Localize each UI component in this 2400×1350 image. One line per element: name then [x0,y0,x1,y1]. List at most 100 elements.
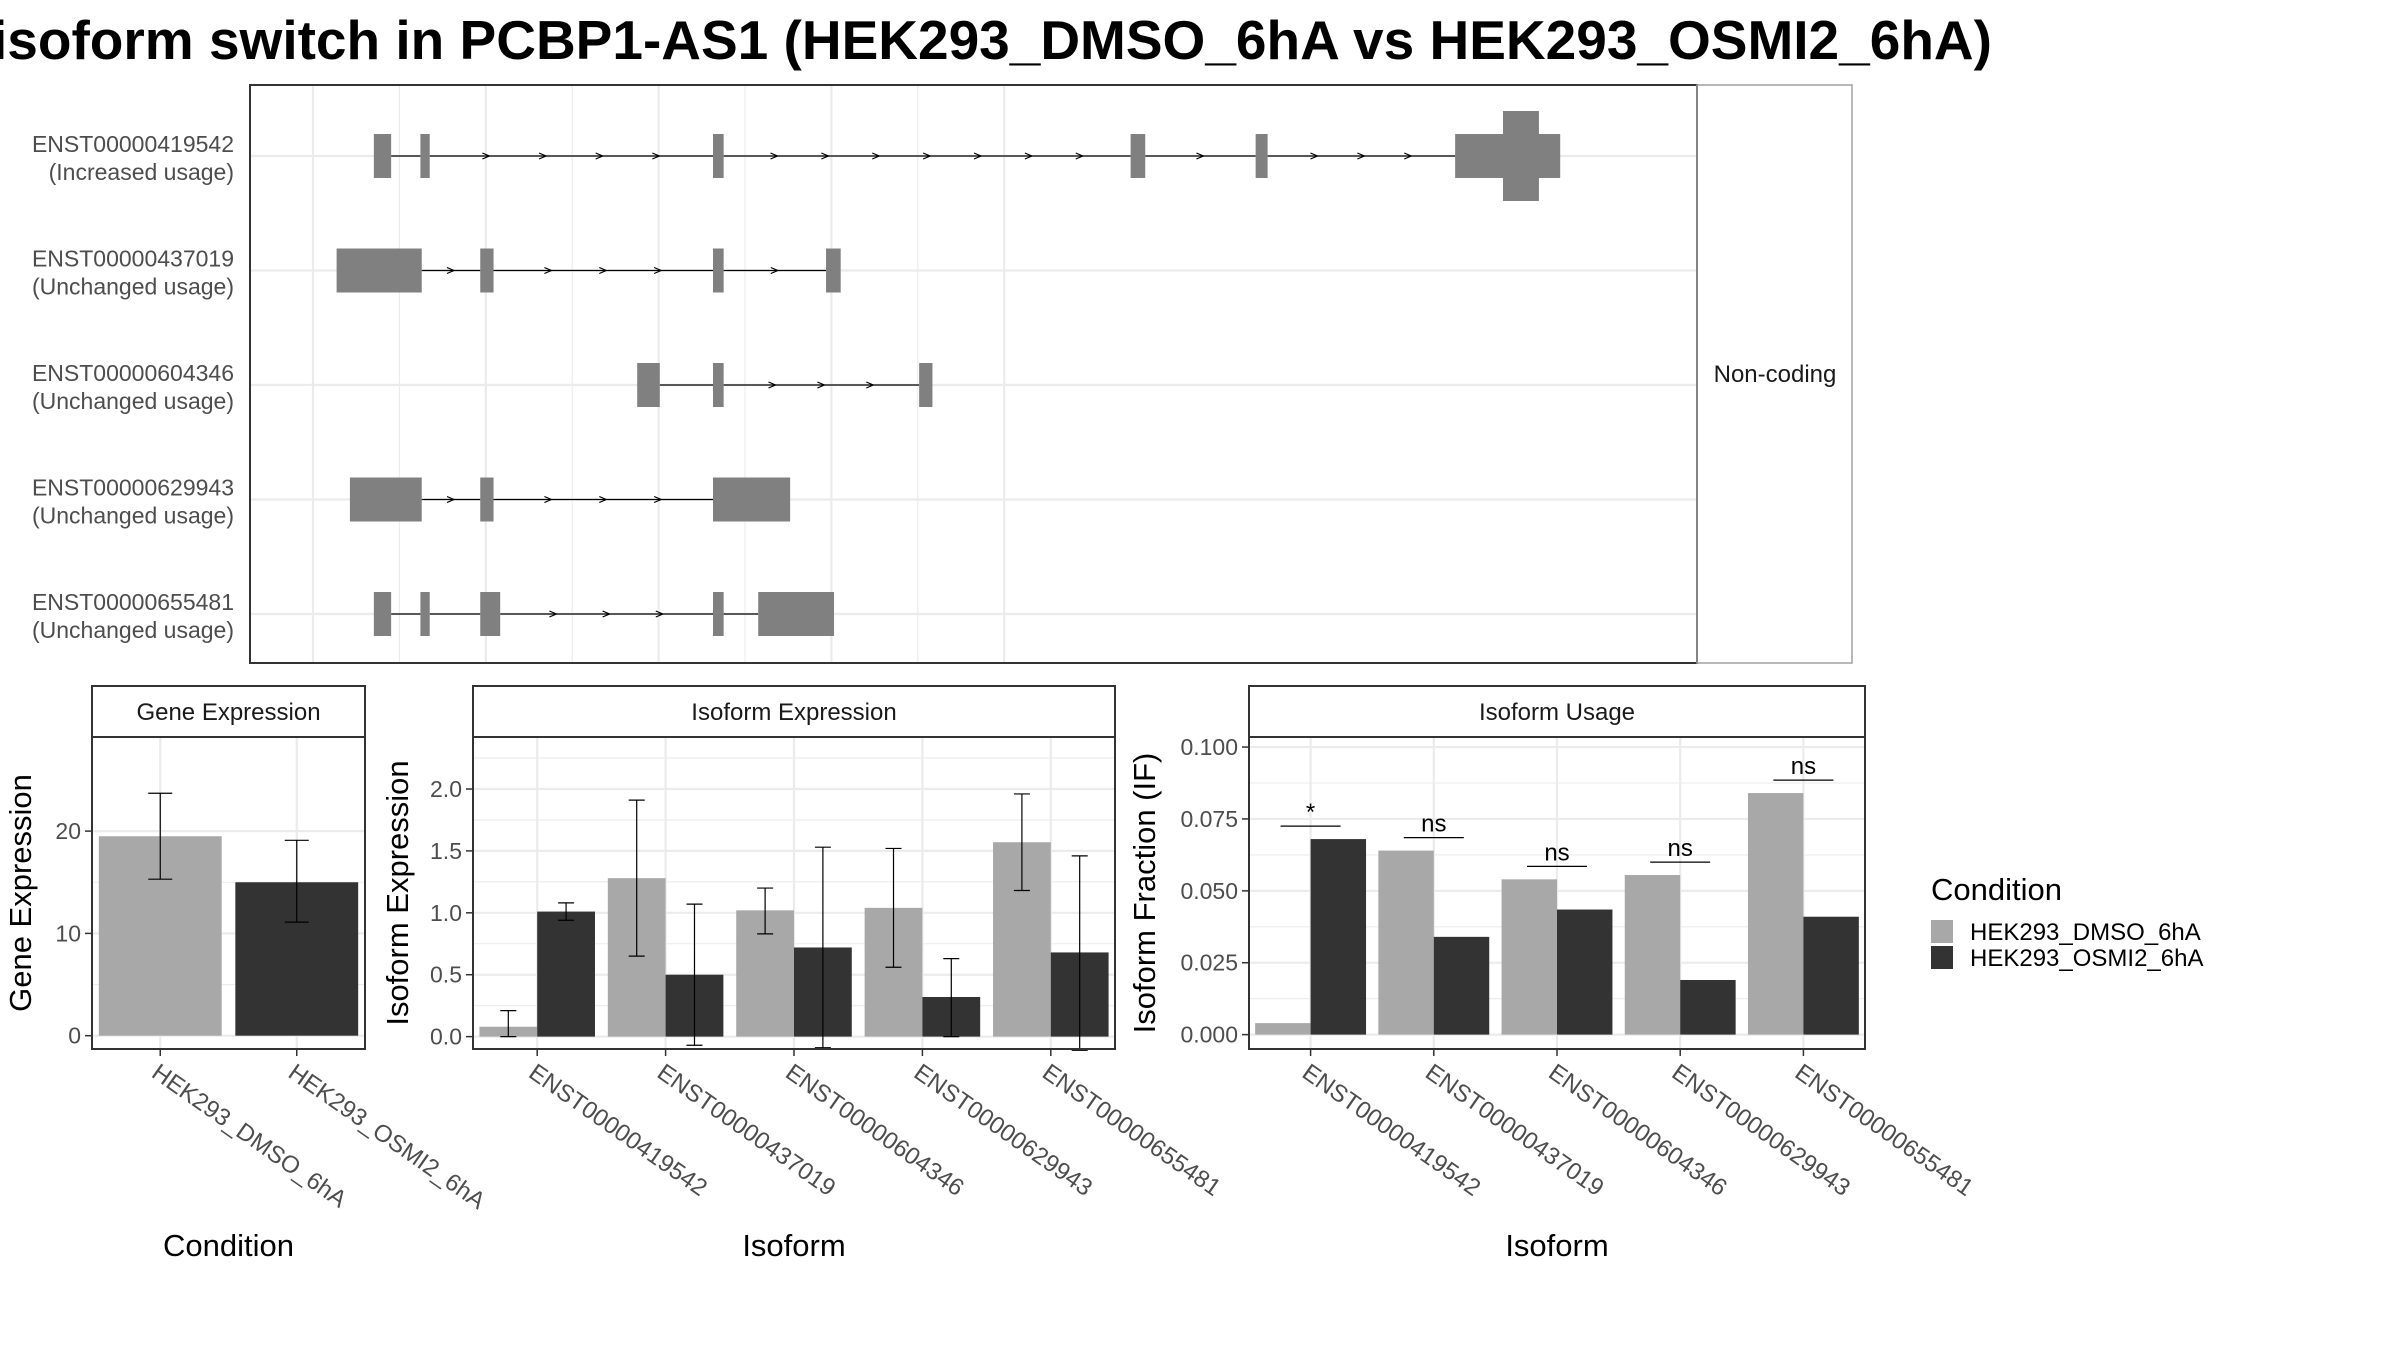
transcript-id: ENST00000629943 [32,475,234,501]
transcript-usage: (Unchanged usage) [32,388,234,414]
facet-strip-label: Gene Expression [136,699,320,726]
direction-arrow [1196,152,1205,160]
significance-label: ns [1791,753,1816,780]
direction-arrow [866,381,875,389]
exon [713,477,791,522]
facet-strip [1248,685,1866,738]
exon [637,363,660,407]
y-axis-title: Isoform Expression [380,760,415,1025]
exon [349,477,422,522]
exon [480,592,501,636]
y-tick-label: 2.0 [430,776,462,802]
direction-arrow [922,152,932,160]
direction-arrow [652,152,661,160]
direction-arrow [544,495,553,504]
exon [373,592,392,636]
exon [1255,134,1268,178]
bar [1501,879,1557,1035]
exon [713,363,724,407]
transcript-usage: (Unchanged usage) [32,503,234,529]
y-tick-label: 0.5 [430,962,462,988]
significance-label: * [1306,799,1315,826]
bar [1433,936,1490,1035]
legend-label: HEK293_OSMI2_6hA [1970,945,2203,972]
transcript-usage: (Unchanged usage) [32,274,234,300]
direction-arrow [817,381,826,389]
direction-arrow [653,266,663,275]
legend-label: HEK293_DMSO_6hA [1970,919,2201,946]
significance-label: ns [1544,839,1569,866]
exon [480,477,494,522]
exon [373,134,392,178]
direction-arrow [446,266,456,275]
significance-label: ns [1421,811,1446,838]
facet-strip-label: Isoform Expression [691,699,896,726]
exon [713,248,724,293]
direction-arrow [599,266,608,275]
x-axis-title: Isoform [1505,1228,1608,1263]
facet-strip [91,685,366,738]
direction-arrow [1024,152,1034,160]
exon [826,248,841,293]
y-tick-label: 0.025 [1180,950,1238,976]
y-tick-label: 1.0 [430,900,462,926]
direction-arrow [770,266,780,275]
direction-arrow [1357,152,1366,160]
direction-arrow [599,495,608,504]
bar [1803,916,1859,1035]
direction-arrow [653,495,663,504]
x-axis-title: Isoform [742,1228,845,1263]
facet-strip [1696,84,1853,664]
direction-arrow [1075,152,1085,160]
y-tick-label: 1.5 [430,838,462,864]
exon [713,592,724,636]
facet-strip-label: Non-coding [1714,361,1837,388]
legend-title: Condition [1931,872,2062,907]
direction-arrow [595,152,605,160]
legend-swatch [1931,946,1953,969]
direction-arrow [768,381,778,389]
exon [919,363,933,407]
direction-arrow [872,152,881,160]
direction-arrow [549,610,558,618]
cds-exon [1503,111,1539,201]
bar [1255,1023,1311,1035]
bar [1747,793,1804,1035]
bar [537,911,595,1037]
bar [1680,979,1736,1035]
page-title: isoform switch in PCBP1-AS1 (HEK293_DMSO… [0,9,1992,71]
y-tick-label: 0 [68,1023,81,1049]
legend-swatch [1931,920,1953,943]
direction-arrow [602,610,612,618]
direction-arrow [544,266,553,275]
exon [713,134,724,178]
significance-label: ns [1668,835,1693,862]
direction-arrow [1310,152,1320,160]
transcript-usage: (Unchanged usage) [32,617,234,643]
direction-arrow [482,152,491,160]
direction-arrow [973,152,983,160]
y-tick-label: 0.000 [1180,1022,1238,1048]
exon [758,592,835,636]
bar [1310,839,1367,1035]
y-tick-label: 0.075 [1180,806,1238,832]
transcript-id: ENST00000419542 [32,131,234,157]
y-axis-title: Isoform Fraction (IF) [1127,753,1162,1034]
direction-arrow [446,495,456,504]
y-tick-label: 0.0 [430,1024,462,1050]
bar [1557,909,1613,1035]
bar [1378,850,1434,1035]
facet-strip-label: Isoform Usage [1479,699,1635,726]
x-axis-title: Condition [163,1228,294,1263]
y-tick-label: 0.100 [1180,734,1238,760]
direction-arrow [655,610,665,618]
bar [1624,875,1681,1035]
y-tick-label: 10 [55,920,81,946]
exon [480,248,494,293]
exon [420,592,430,636]
transcript-usage: (Increased usage) [49,159,234,185]
transcript-id: ENST00000437019 [32,246,234,272]
facet-strip [472,685,1116,738]
y-tick-label: 20 [55,818,81,844]
